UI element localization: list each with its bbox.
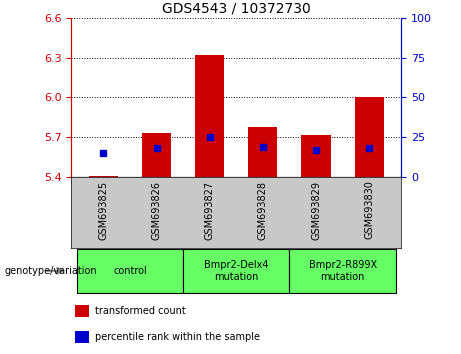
Title: GDS4543 / 10372730: GDS4543 / 10372730 xyxy=(162,1,311,15)
Text: control: control xyxy=(113,266,147,276)
FancyBboxPatch shape xyxy=(183,249,290,293)
Text: GSM693827: GSM693827 xyxy=(205,181,215,240)
Bar xyxy=(248,126,278,177)
Text: Bmpr2-Delx4
mutation: Bmpr2-Delx4 mutation xyxy=(204,260,268,282)
Text: transformed count: transformed count xyxy=(95,306,186,316)
Bar xyxy=(75,331,89,343)
Bar xyxy=(89,176,118,177)
Text: genotype/variation: genotype/variation xyxy=(5,266,97,276)
Text: GSM693829: GSM693829 xyxy=(311,181,321,240)
Text: Bmpr2-R899X
mutation: Bmpr2-R899X mutation xyxy=(308,260,377,282)
FancyBboxPatch shape xyxy=(77,249,183,293)
Text: GSM693828: GSM693828 xyxy=(258,181,268,240)
Bar xyxy=(355,97,384,177)
Bar xyxy=(75,305,89,317)
Bar xyxy=(195,55,225,177)
Bar xyxy=(142,133,171,177)
Text: GSM693825: GSM693825 xyxy=(98,181,108,240)
Text: GSM693830: GSM693830 xyxy=(364,181,374,239)
Text: percentile rank within the sample: percentile rank within the sample xyxy=(95,332,260,342)
Text: GSM693826: GSM693826 xyxy=(152,181,161,240)
FancyBboxPatch shape xyxy=(290,249,396,293)
Bar xyxy=(301,135,331,177)
